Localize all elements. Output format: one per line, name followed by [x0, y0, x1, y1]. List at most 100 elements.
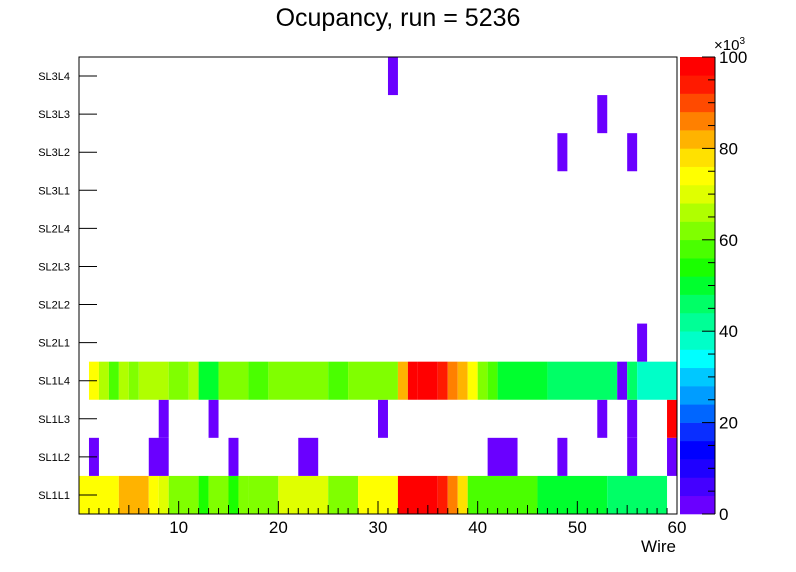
- heatmap-cell: [298, 437, 319, 476]
- heatmap-cell: [248, 475, 279, 514]
- heatmap-cell: [597, 399, 608, 438]
- colorbar-segment: [680, 367, 715, 387]
- heatmap-cell: [128, 361, 139, 400]
- heatmap-cell: [407, 361, 418, 400]
- heatmap-cell: [198, 475, 209, 514]
- heatmap-cell: [208, 475, 229, 514]
- heatmap-cell: [417, 361, 438, 400]
- heatmap-cell: [457, 475, 468, 514]
- colorbar-tick-label: 60: [719, 231, 738, 250]
- heatmap-cell: [198, 361, 219, 400]
- heatmap-cell: [228, 437, 239, 476]
- heatmap-cell: [248, 361, 269, 400]
- heatmap-cell: [667, 399, 677, 438]
- heatmap-cell: [228, 475, 239, 514]
- heatmap-cell: [537, 475, 608, 514]
- colorbar-segment: [680, 349, 715, 369]
- heatmap-cell: [627, 361, 638, 400]
- heatmap-cell: [328, 475, 359, 514]
- heatmap-cell: [208, 399, 219, 438]
- heatmap-cell: [437, 475, 448, 514]
- colorbar-segment: [680, 130, 715, 149]
- heatmap-cell: [168, 475, 199, 514]
- heatmap-cell: [328, 361, 349, 400]
- y-tick-label: SL2L1: [38, 338, 70, 350]
- heatmap-cell: [108, 361, 119, 400]
- x-tick-label: 50: [568, 518, 587, 537]
- heatmap-cell: [397, 475, 438, 514]
- chart-title: Ocupancy, run = 5236: [275, 4, 521, 32]
- heatmap-cell: [637, 323, 648, 362]
- z-multiplier-exponent: 3: [739, 36, 746, 47]
- colorbar-segment: [680, 111, 715, 131]
- colorbar-segment: [680, 57, 715, 76]
- heatmap-cell: [238, 475, 249, 514]
- heatmap-cell: [278, 475, 329, 514]
- heatmap-cell: [667, 437, 677, 476]
- heatmap-cell: [597, 95, 608, 134]
- y-tick-label: SL1L1: [38, 490, 70, 502]
- colorbar-tick-label: 0: [719, 505, 728, 524]
- colorbar-segment: [680, 331, 715, 350]
- colorbar-tick-label: 80: [719, 139, 738, 158]
- heatmap-cell: [188, 361, 199, 400]
- z-multiplier-base: ×10: [714, 37, 740, 54]
- heatmap-cell: [487, 437, 518, 476]
- heatmap-cell: [168, 361, 189, 400]
- colorbar-segment: [680, 75, 715, 94]
- y-tick-label: SL3L3: [38, 109, 70, 121]
- x-tick-label: 30: [369, 518, 388, 537]
- heatmap-cell: [457, 361, 468, 400]
- heatmap-cell: [557, 133, 568, 172]
- y-tick-label: SL2L4: [38, 223, 70, 235]
- heatmap-cell: [547, 361, 618, 400]
- heatmap-cell: [477, 361, 488, 400]
- heatmap-cell: [487, 361, 498, 400]
- heatmap-cell: [387, 57, 398, 96]
- colorbar-segment: [680, 203, 715, 222]
- colorbar-segment: [680, 459, 715, 478]
- heatmap-cell: [627, 133, 638, 172]
- y-tick-label: SL3L1: [38, 185, 70, 197]
- heatmap-cell: [467, 475, 538, 514]
- heatmap-cell: [378, 399, 388, 438]
- colorbar-segment: [680, 312, 715, 332]
- colorbar-tick-label: 100: [719, 48, 747, 67]
- heatmap-cell: [397, 361, 408, 400]
- colorbar-segment: [680, 93, 715, 113]
- heatmap-cell: [138, 361, 169, 400]
- heatmap-cell: [148, 475, 159, 514]
- x-tick-label: 40: [468, 518, 487, 537]
- colorbar-segment: [680, 477, 715, 497]
- heatmap-cell: [348, 361, 398, 400]
- colorbar-segment: [680, 166, 715, 186]
- colorbar-segment: [680, 239, 715, 259]
- y-tick-label: SL1L2: [38, 452, 70, 464]
- y-tick-label: SL3L4: [38, 71, 70, 83]
- colorbar-segment: [680, 422, 715, 442]
- z-axis-multiplier: ×103: [714, 36, 745, 54]
- colorbar-segment: [680, 440, 715, 460]
- heatmap-cell: [627, 399, 638, 438]
- heatmap-cell: [557, 437, 568, 476]
- y-tick-label: SL1L3: [38, 414, 70, 426]
- heatmap-cell: [158, 399, 169, 438]
- heatmap-cell: [447, 475, 458, 514]
- heatmap-cell: [268, 361, 329, 400]
- x-tick-label: 60: [668, 518, 687, 537]
- heatmap-cell: [98, 361, 109, 400]
- heatmap-cell: [637, 361, 677, 400]
- colorbar-segment: [680, 184, 715, 204]
- x-tick-label: 10: [169, 518, 188, 537]
- colorbar-segment: [680, 148, 715, 167]
- y-tick-label: SL3L2: [38, 147, 70, 159]
- colorbar-segment: [680, 258, 715, 277]
- y-tick-label: SL1L4: [38, 376, 70, 388]
- heatmap-cell: [497, 361, 548, 400]
- colorbar-segment: [680, 294, 715, 314]
- heatmap-cell: [437, 361, 448, 400]
- colorbar-segment: [680, 495, 715, 515]
- heatmap-cell: [148, 437, 169, 476]
